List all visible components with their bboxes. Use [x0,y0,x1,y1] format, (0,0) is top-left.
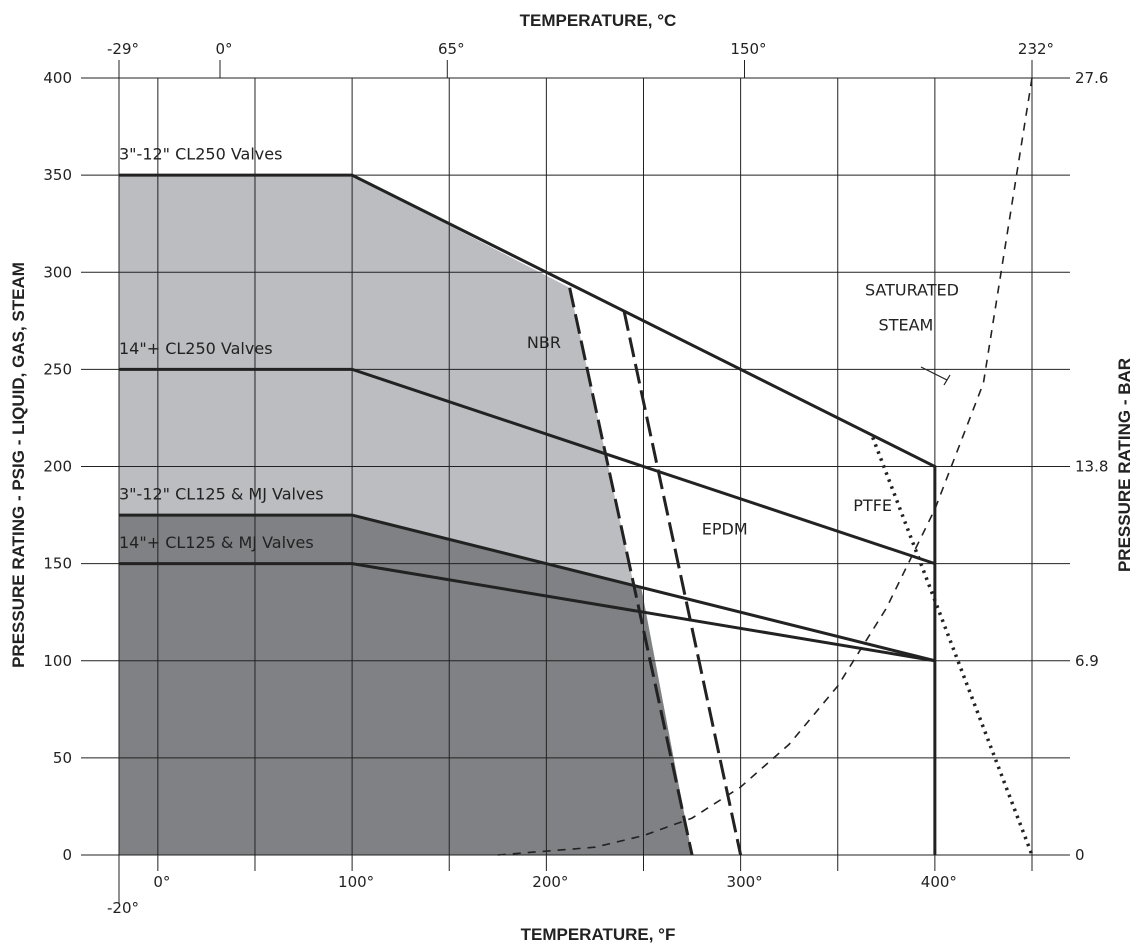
x-tick-label-bottom: 100° [338,873,374,891]
series-line-3-12-cl125-mj-valves [119,513,936,663]
y-axis-title-right: PRESSURE RATING - BAR [1115,358,1134,572]
x-tick-label-top: -29° [107,40,139,58]
annotation-14-cl125-mj-valves: 14"+ CL125 & MJ Valves [119,533,314,552]
y-tick-label-left: 0 [62,846,72,864]
annotation-epdm: EPDM [702,519,748,538]
series-line-epdm [622,310,743,856]
y-tick-label-left: 250 [43,360,72,378]
y-tick-label-left: 50 [53,749,72,767]
x-tick-label-bottom: 300° [727,873,763,891]
x-tick-label-bottom: -20° [107,899,139,917]
x-tick-label-bottom: 400° [921,873,957,891]
series-line-14-cl125-mj-valves [119,562,936,663]
x-tick-label-top: 150° [730,40,766,58]
y-tick-label-right: 0 [1075,846,1085,864]
series-lines [119,77,1034,856]
region-cl125 [119,515,693,855]
y-tick-label-right: 27.6 [1075,69,1108,87]
y-tick-label-left: 100 [43,652,72,670]
y-tick-label-right: 6.9 [1075,652,1099,670]
y-axis-title-left: PRESSURE RATING - PSIG - LIQUID, GAS, ST… [9,262,28,668]
x-tick-label-top: 65° [438,40,465,58]
y-tick-label-left: 200 [43,458,72,476]
steam-leader-line [920,366,948,381]
x-axis-title-top: TEMPERATURE, °C [520,11,677,30]
x-tick-label-top: 232° [1018,40,1054,58]
series-line-14-cl250-valves [119,367,936,566]
steam-leader-tick [943,374,951,386]
series-line-nbr [568,287,694,856]
grid-lines [81,60,1070,903]
x-axis-title-bottom: TEMPERATURE, °F [521,925,676,944]
annotation-3-12-cl125-mj-valves: 3"-12" CL125 & MJ Valves [119,485,324,504]
annotation-ptfe: PTFE [853,496,892,515]
x-tick-label-bottom: 0° [153,873,170,891]
annotation-14-cl250-valves: 14"+ CL250 Valves [119,339,273,358]
y-tick-label-left: 150 [43,555,72,573]
series-line-saturated-steam [497,77,1033,856]
annotation-3-12-cl250-valves: 3"-12" CL250 Valves [119,145,282,164]
y-tick-label-left: 300 [43,263,72,281]
tick-labels: 0 50 100 150 200 250 300 350 400 0 6.9 13.8 27.6 -29°… [43,40,1108,917]
y-tick-label-left: 400 [43,69,72,87]
shaded-regions [119,175,693,855]
x-tick-label-top: 0° [215,40,232,58]
annotation-nbr: NBR [527,333,561,352]
annotation-saturated: SATURATED [865,281,959,300]
x-tick-label-bottom: 200° [532,873,568,891]
y-tick-label-left: 350 [43,166,72,184]
annotations: 3"-12" CL250 Valves 14"+ CL250 Valves 3"-1… [119,145,959,553]
series-line-ptfe [871,436,1034,856]
y-tick-label-right: 13.8 [1075,458,1108,476]
annotation-steam: STEAM [879,316,934,335]
